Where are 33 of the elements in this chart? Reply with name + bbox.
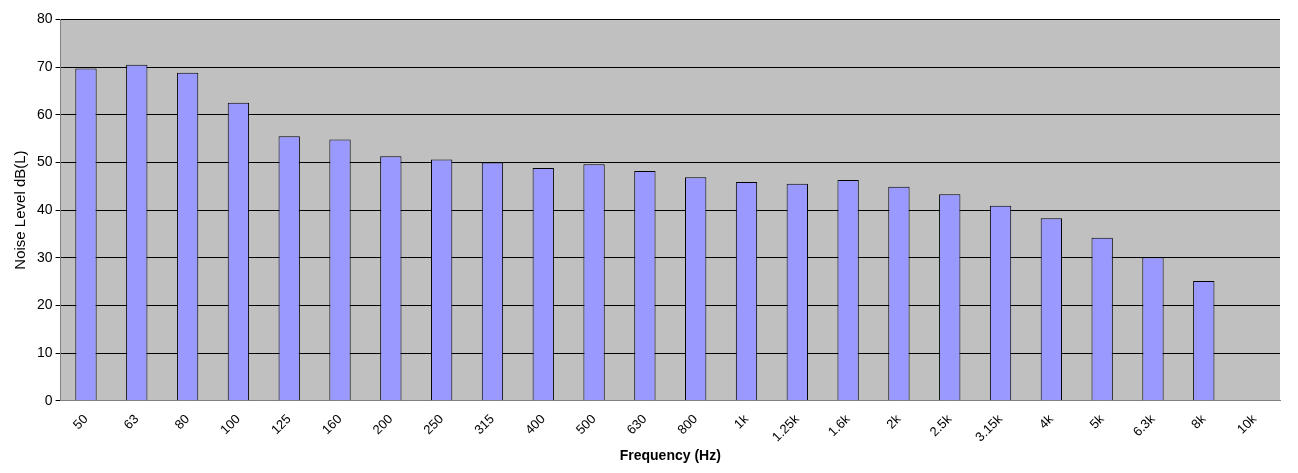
y-tick-label: 20 xyxy=(36,296,53,313)
x-tick-label: 6.3k xyxy=(1129,410,1158,440)
x-axis-title: Frequency (Hz) xyxy=(619,447,721,464)
x-tick-label: 4k xyxy=(1035,410,1057,432)
y-tick-label: 0 xyxy=(44,391,53,408)
x-tick-label: 8k xyxy=(1188,410,1209,432)
x-tick-label: 800 xyxy=(674,411,701,438)
y-tick-label: 80 xyxy=(36,10,53,27)
x-tick-label: 2.5k xyxy=(926,410,955,440)
y-tick-label: 40 xyxy=(36,200,53,217)
x-tick-label: 2k xyxy=(883,410,904,432)
x-tick-label: 50 xyxy=(69,411,91,433)
x-tick-label: 250 xyxy=(420,411,447,438)
x-tick-label: 315 xyxy=(471,411,498,438)
x-tick-label: 5k xyxy=(1086,410,1108,432)
x-tick-label: 1k xyxy=(730,410,752,432)
x-tick-label: 200 xyxy=(369,411,396,438)
x-tick-label: 125 xyxy=(267,411,294,438)
x-tick-label: 100 xyxy=(217,411,244,438)
x-tick-label: 10k xyxy=(1233,410,1260,437)
x-tick-label: 1.6k xyxy=(824,410,854,440)
y-tick-label: 10 xyxy=(36,343,53,360)
y-tick-label: 50 xyxy=(36,153,53,170)
x-tick-label: 630 xyxy=(623,411,650,438)
y-tick-label: 30 xyxy=(36,248,53,265)
x-tick-label: 160 xyxy=(318,411,345,438)
y-tick-label: 70 xyxy=(36,57,53,74)
y-tick-label: 60 xyxy=(36,105,53,122)
y-axis-title: Noise Level dB(L) xyxy=(11,150,29,270)
x-tick-label: 63 xyxy=(120,411,142,433)
x-tick-label: 80 xyxy=(171,411,193,433)
x-tick-label: 500 xyxy=(572,411,599,438)
x-tick-label: 400 xyxy=(521,411,548,438)
